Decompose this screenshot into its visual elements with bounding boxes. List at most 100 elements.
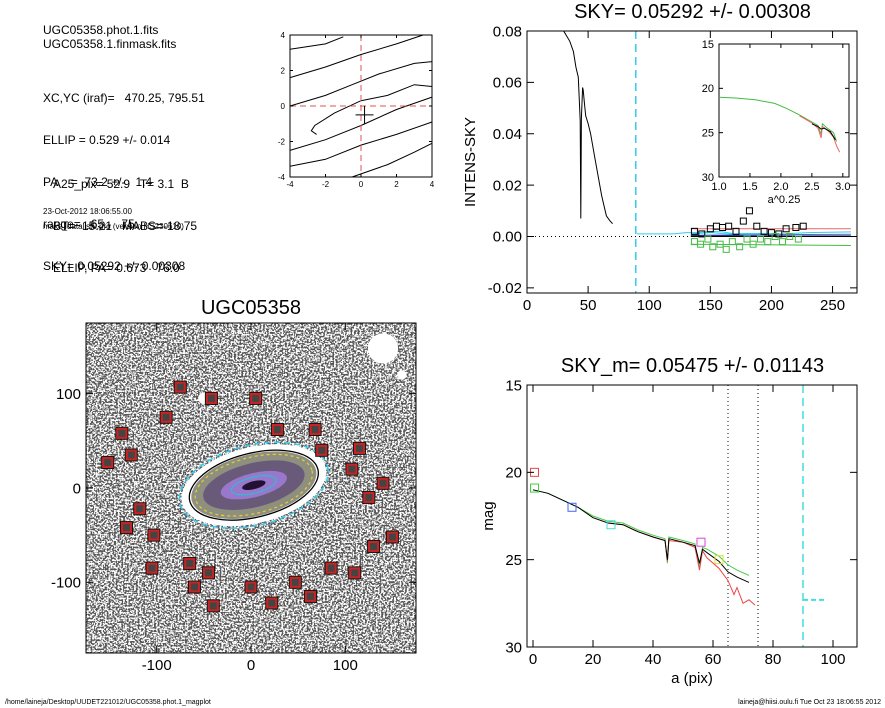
sky-region-box-outline: [368, 540, 380, 552]
y-tick-label: -4: [278, 173, 286, 182]
sky-region-box-outline: [102, 457, 114, 469]
sky-square-point: [725, 222, 733, 230]
sky-region-box: [147, 528, 161, 542]
y-tick-label: 30: [505, 639, 522, 656]
masked-star-spot: [367, 333, 399, 364]
info-block-files: UGC05358.phot.1.fits UGC05358.1.finmask.…: [43, 23, 176, 51]
galaxy-core-ellipse: [230, 475, 277, 496]
sky-region-box-outline: [271, 424, 283, 436]
sky-region-box: [124, 448, 138, 462]
sky-region-box: [315, 443, 329, 457]
sky-region-box-outline: [316, 444, 328, 456]
sky-region-box: [183, 556, 197, 570]
x-tick-label: 150: [698, 297, 723, 314]
mag-ylabel: mag: [480, 501, 497, 530]
info-program: make_datalist0.pro (version HS230610): [43, 222, 184, 231]
mag-black-line: [532, 489, 750, 583]
y-tick-label: 100: [56, 386, 81, 403]
sky-plot: 0 50 100 150 200 250 -0.02 0.00 0.02 0.04 0.06 0.08…: [462, 25, 858, 314]
sky-blue-line: [690, 233, 851, 236]
sky-region-box-outline: [304, 590, 316, 602]
galaxy-image-area: [86, 323, 416, 653]
y-tick-label: 0: [281, 102, 286, 111]
sky-region-box: [187, 580, 201, 594]
sky-region-box-outline: [250, 392, 262, 404]
sky-region-box-outline: [116, 427, 128, 439]
y-tick-label: 20: [702, 83, 714, 95]
x-tick-label: 20: [585, 651, 602, 668]
sky-region-box: [288, 575, 302, 589]
sky-cyan-line: [690, 231, 851, 235]
sky-green-square-point: [749, 240, 757, 248]
sky-region-box-outline: [184, 557, 196, 569]
x-tick-label: 50: [580, 297, 597, 314]
contour-line: [310, 84, 433, 135]
x-tick-label: 100: [333, 657, 358, 674]
x-tick-label: -4: [286, 180, 294, 189]
contour-line: [289, 36, 344, 50]
sky-green-square-point: [704, 235, 712, 243]
y-tick-label: 0.06: [493, 75, 522, 92]
x-tick-label: 2.5: [804, 181, 819, 193]
y-tick-label: 2: [281, 66, 286, 75]
sky-region-box: [120, 521, 134, 535]
info-line: A25_pix= 52.9 T= 3.1 B: [53, 177, 189, 191]
y-tick-label: 0.02: [493, 177, 522, 194]
sky-region-box: [115, 426, 129, 440]
sky-region-box-outline: [266, 597, 278, 609]
info-line: UGC05358.phot.1.fits: [43, 23, 159, 37]
sky-region-box-outline: [386, 531, 398, 543]
y-tick-label: 30: [702, 172, 714, 184]
center-contour-plot: -4 -2 0 2 4 -4 -2 0 2 4: [278, 31, 435, 189]
galaxy-cyan-ellipse: [178, 441, 329, 529]
sky-region-box: [202, 566, 216, 580]
y-tick-label: 0.04: [493, 126, 522, 143]
sky-region-box-outline: [325, 562, 337, 574]
sky-region-box: [133, 502, 147, 516]
sky-region-box: [173, 380, 187, 394]
y-tick-label: 0.08: [493, 25, 522, 40]
info-date: 23-Oct-2012 18:06:55.00: [43, 207, 132, 216]
contour-line: [289, 61, 433, 107]
sky-region-box: [206, 599, 220, 613]
sky-square-point: [753, 222, 761, 230]
x-tick-label: 40: [645, 651, 662, 668]
x-tick-label: 1.5: [742, 181, 757, 193]
y-tick-label: 15: [505, 377, 522, 394]
sky-region-box: [348, 566, 362, 580]
info-block-galaxy: A25_pix= 52.9 T= 3.1 B BT= 15.21 MABS=-1…: [53, 149, 197, 289]
galaxy-ellipses: [178, 441, 329, 529]
sky-region-box-outline: [207, 600, 219, 612]
info-line: XC,YC (iraf)= 470.25, 795.51: [43, 91, 205, 105]
galaxy-nucleus: [242, 480, 266, 491]
sky-region-box: [303, 589, 317, 603]
inset-black-line: [811, 123, 836, 141]
sky-square-point: [739, 217, 747, 225]
sky-region-box-outline: [309, 424, 321, 436]
mag-plot-area: [530, 385, 827, 647]
sky-ylabel: INTENS-SKY: [462, 117, 479, 207]
sky-plot-title: SKY= 0.05292 +/- 0.00308: [574, 1, 811, 23]
mag-red-line: [607, 522, 756, 606]
sky-green-square-point: [743, 235, 751, 243]
x-tick-label: 0: [523, 297, 531, 314]
mag-square-point: [714, 555, 724, 565]
sky-region-box-outline: [205, 392, 217, 404]
info-line: ELLIP = 0.529 +/- 0.014: [43, 133, 171, 147]
sky-region-box: [270, 423, 284, 437]
mag-plot: 0 20 40 60 80 100 15 20 25 30 a (pix) mag: [480, 377, 858, 687]
mag-square-point: [530, 483, 539, 493]
sky-region-box-outline: [188, 581, 200, 593]
y-tick-label: 25: [505, 552, 522, 569]
x-tick-label: 1.0: [711, 181, 726, 193]
sky-region-box: [265, 596, 279, 610]
x-tick-label: 4: [430, 180, 435, 189]
y-tick-label: 0: [73, 480, 81, 497]
sky-region-box-outline: [134, 503, 146, 515]
x-tick-label: 2.0: [773, 181, 788, 193]
x-tick-label: -2: [322, 180, 330, 189]
sky-green-square-point: [794, 235, 802, 243]
sky-region-box-outline: [121, 522, 133, 534]
info-line: range= 65.- 75.: [43, 217, 139, 231]
x-tick-label: 2: [394, 180, 399, 189]
